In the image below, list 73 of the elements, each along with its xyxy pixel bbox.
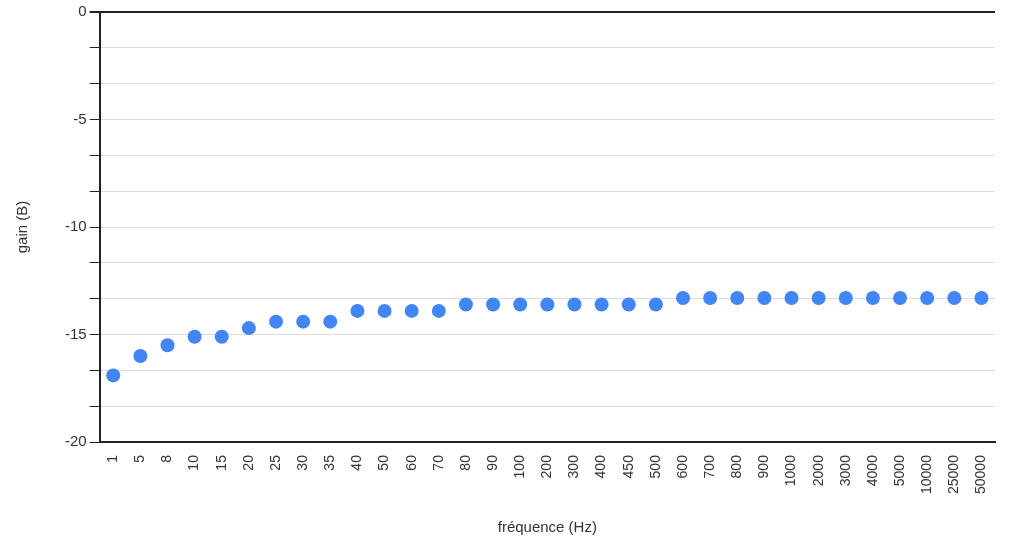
point: [920, 291, 935, 305]
point: [703, 291, 718, 305]
point: [675, 291, 690, 305]
x-tick-label: 5: [131, 454, 148, 463]
point: [947, 291, 962, 305]
x-tick-label: 300: [565, 454, 582, 479]
x-tick-label: 90: [483, 454, 500, 471]
point: [838, 291, 853, 305]
x-tick-label: 200: [538, 454, 555, 479]
x-tick-label: 5000: [890, 454, 907, 487]
x-tick-label: 10000: [918, 454, 935, 495]
x-tick-label: 10: [185, 454, 202, 471]
point: [594, 297, 609, 312]
x-tick-label: 900: [755, 454, 772, 479]
point: [811, 291, 826, 305]
x-tick-label: 15: [212, 454, 229, 471]
x-tick-label: 1: [104, 454, 121, 463]
point: [567, 297, 582, 312]
x-axis-title: fréquence (Hz): [497, 518, 597, 536]
point: [106, 368, 121, 383]
point: [621, 297, 636, 312]
point: [648, 297, 663, 312]
x-tick-label: 500: [646, 454, 663, 479]
x-tick-label: 450: [619, 454, 636, 479]
x-tick-label: 80: [456, 454, 473, 471]
x-tick-label: 30: [294, 454, 311, 471]
point: [893, 291, 908, 305]
x-tick-label: 35: [321, 454, 338, 471]
x-tick-label: 700: [700, 454, 717, 479]
y-tick-label: -15: [64, 324, 87, 342]
x-tick-label: 2000: [809, 454, 826, 487]
point: [133, 349, 148, 364]
point: [865, 291, 880, 305]
point: [241, 321, 256, 336]
point: [458, 297, 473, 312]
point: [513, 297, 528, 312]
point: [269, 314, 284, 329]
x-tick-label: 1000: [782, 454, 799, 487]
x-tick-label: 20: [239, 454, 256, 471]
x-tick-label: 50000: [972, 454, 989, 495]
point: [404, 303, 419, 318]
point: [540, 297, 555, 312]
point: [323, 314, 338, 329]
x-tick-label: 40: [348, 454, 365, 471]
x-tick-label: 800: [728, 454, 745, 479]
point: [757, 291, 772, 305]
point: [377, 303, 392, 318]
y-tick-label: -20: [64, 432, 87, 450]
x-tick-label: 4000: [863, 454, 880, 487]
point: [214, 329, 229, 344]
y-axis-title: gain (B): [13, 200, 31, 254]
x-tick-label: 400: [592, 454, 609, 479]
x-tick-label: 3000: [836, 454, 853, 487]
x-tick-label: 50: [375, 454, 392, 471]
x-tick-label: 70: [429, 454, 446, 471]
point: [350, 303, 365, 318]
y-tick-label: -10: [64, 217, 87, 235]
point: [730, 291, 745, 305]
point: [296, 314, 311, 329]
point: [784, 291, 799, 305]
x-tick-label: 25: [266, 454, 283, 471]
x-tick-label: 8: [158, 454, 175, 463]
y-tick-label: 0: [78, 2, 87, 20]
point: [974, 291, 989, 305]
point: [486, 297, 501, 312]
x-tick-label: 100: [511, 454, 528, 479]
y-tick-label: -5: [73, 109, 87, 127]
point: [187, 329, 202, 344]
point: [160, 338, 175, 353]
point: [431, 303, 446, 318]
x-tick-label: 25000: [945, 454, 962, 495]
x-tick-label: 600: [673, 454, 690, 479]
x-tick-label: 60: [402, 454, 419, 471]
